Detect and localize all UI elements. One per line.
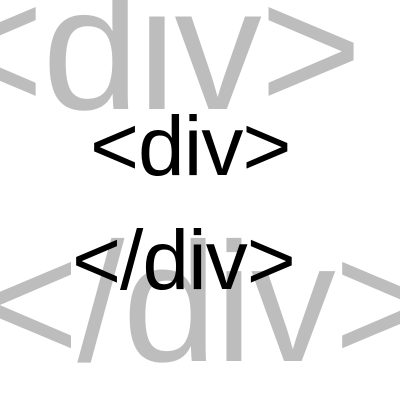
background-close-tag-text: </div>	[0, 208, 400, 398]
close-div-tag-text: </div>	[72, 213, 296, 307]
background-open-tag-text: <div>	[0, 0, 362, 147]
open-div-tag-text: <div>	[90, 99, 291, 193]
